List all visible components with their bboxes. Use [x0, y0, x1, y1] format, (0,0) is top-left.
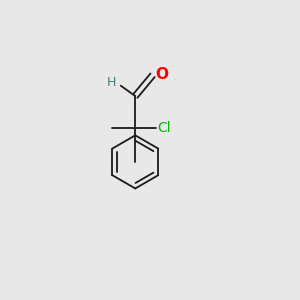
Text: H: H: [107, 76, 116, 89]
Text: O: O: [156, 67, 169, 82]
Text: Cl: Cl: [158, 122, 171, 135]
